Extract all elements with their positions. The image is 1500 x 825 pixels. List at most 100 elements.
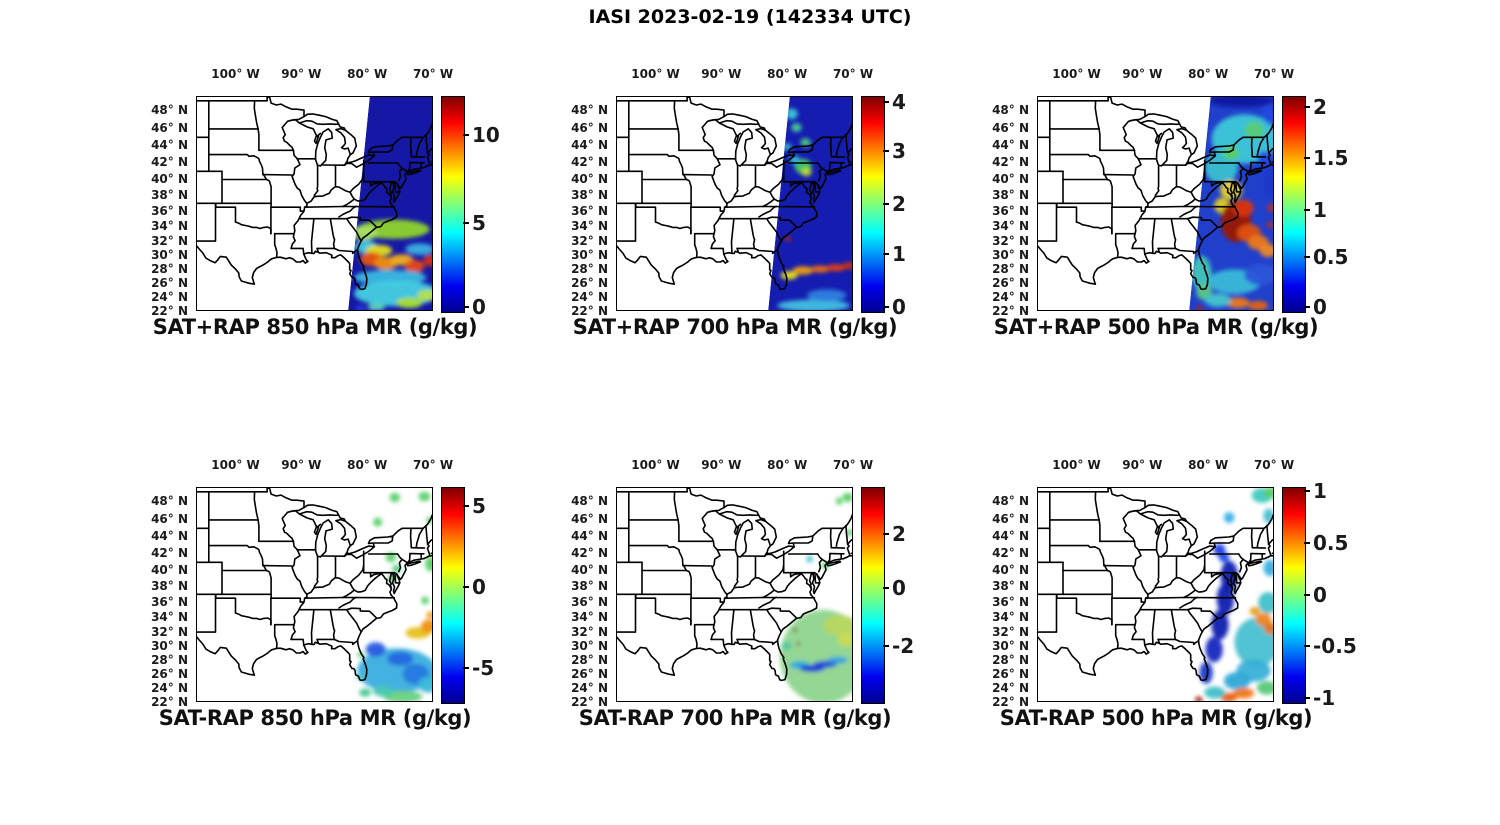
map-plot [1037, 96, 1274, 311]
lat-tick-label: 44° N [571, 138, 608, 153]
colorbar-tick [463, 133, 469, 136]
colorbar-tick [1304, 593, 1310, 596]
lat-tick-label: 24° N [571, 680, 608, 695]
colorbar-tick [1304, 105, 1310, 108]
lon-tick-label: 90° W [1122, 458, 1163, 472]
lat-tick-label: 48° N [992, 102, 1029, 117]
colorbar-tick-label: 0 [1313, 582, 1327, 607]
colorbar-tick-label: 3 [892, 138, 906, 163]
colorbar [1282, 487, 1306, 704]
lat-tick-label: 46° N [992, 511, 1029, 526]
lat-tick-label: 46° N [151, 511, 188, 526]
map-plot [196, 487, 433, 702]
lat-tick-label: 38° N [151, 578, 188, 593]
lat-tick-label: 22° N [571, 303, 608, 318]
lat-tick-label: 34° N [992, 609, 1029, 624]
lon-tick-label: 70° W [832, 458, 874, 472]
colorbar-tick-label: -0.5 [1313, 634, 1357, 659]
colorbar-tick-label: 1.5 [1313, 146, 1349, 171]
lat-tick-label: 46° N [151, 120, 188, 135]
lat-tick-label: 44° N [992, 529, 1029, 544]
lon-tick-label: 90° W [1122, 67, 1163, 81]
colorbar-tick-label: 1 [1313, 197, 1327, 222]
state-boundaries [196, 487, 433, 682]
lat-tick-label: 28° N [571, 262, 608, 277]
lat-tick-label: 36° N [151, 203, 188, 218]
colorbar-tick [883, 253, 889, 256]
panel-title: SAT-RAP 500 hPa MR (g/kg) [999, 706, 1313, 730]
lat-tick-label: 24° N [992, 680, 1029, 695]
colorbar-tick-label: 0.5 [1313, 530, 1349, 555]
lat-tick-label: 40° N [992, 562, 1029, 577]
lon-tick-label: 90° W [281, 67, 322, 81]
colorbar-tick [1304, 208, 1310, 211]
data-swath [356, 491, 433, 702]
colorbar-tick-label: -5 [472, 655, 495, 680]
lat-tick-label: 34° N [151, 609, 188, 624]
lon-tick-label: 80° W [767, 67, 808, 81]
lat-tick-label: 48° N [151, 102, 188, 117]
lat-tick-label: 34° N [571, 218, 608, 233]
lat-tick-label: 42° N [992, 155, 1029, 170]
colorbar-tick-label: 5 [472, 210, 486, 235]
lat-tick-label: 22° N [992, 303, 1029, 318]
map-plot [196, 96, 433, 311]
lat-tick-label: 24° N [151, 680, 188, 695]
panel-title: SAT-RAP 700 hPa MR (g/kg) [578, 706, 892, 730]
panel-title: SAT-RAP 850 hPa MR (g/kg) [158, 706, 472, 730]
lat-tick-label: 32° N [571, 624, 608, 639]
lat-tick-label: 42° N [151, 546, 188, 561]
lat-tick-label: 32° N [151, 233, 188, 248]
lat-tick-label: 28° N [151, 653, 188, 668]
lon-tick-label: 70° W [412, 458, 454, 472]
map-plot [616, 487, 853, 702]
colorbar-tick [463, 585, 469, 588]
lat-tick-label: 30° N [571, 639, 608, 654]
colorbar-tick-label: -2 [892, 634, 915, 659]
lat-tick-label: 26° N [571, 667, 608, 682]
data-swath [1195, 487, 1274, 702]
panel-sat-plus-rap-700: SAT+RAP 700 hPa MR (g/kg) 100° W 90° W 80°… [540, 56, 930, 358]
colorbar-tick-label: 4 [892, 90, 906, 115]
lat-tick-label: 46° N [571, 120, 608, 135]
lat-tick-label: 26° N [151, 276, 188, 291]
lat-tick-label: 42° N [571, 546, 608, 561]
colorbar [441, 487, 465, 704]
lon-tick-label: 80° W [347, 67, 388, 81]
panel-title: SAT+RAP 700 hPa MR (g/kg) [572, 315, 898, 339]
lat-tick-label: 32° N [571, 233, 608, 248]
lon-tick-label: 70° W [1253, 67, 1295, 81]
lon-tick-label: 80° W [1188, 458, 1229, 472]
lat-tick-label: 32° N [992, 624, 1029, 639]
lat-tick-label: 40° N [151, 562, 188, 577]
lat-tick-label: 24° N [571, 289, 608, 304]
lat-tick-label: 30° N [151, 248, 188, 263]
colorbar-tick [1304, 645, 1310, 648]
lat-tick-label: 40° N [992, 171, 1029, 186]
lon-tick-label: 80° W [1188, 67, 1229, 81]
lat-tick-label: 34° N [151, 218, 188, 233]
state-boundaries [616, 96, 853, 291]
lat-tick-label: 26° N [151, 667, 188, 682]
colorbar-tick [1304, 157, 1310, 160]
colorbar-tick [1304, 490, 1310, 493]
colorbar-tick-label: 2 [1313, 94, 1327, 119]
colorbar-tick [463, 221, 469, 224]
lat-tick-label: 40° N [571, 562, 608, 577]
lon-tick-label: 100° W [1052, 67, 1101, 81]
lat-tick-label: 48° N [571, 493, 608, 508]
panel-title: SAT+RAP 500 hPa MR (g/kg) [993, 315, 1319, 339]
colorbar [1282, 96, 1306, 313]
colorbar-tick [1304, 696, 1310, 699]
lon-tick-label: 90° W [701, 458, 742, 472]
lat-tick-label: 48° N [992, 493, 1029, 508]
lon-tick-label: 100° W [631, 67, 680, 81]
lon-tick-label: 70° W [412, 67, 454, 81]
lon-tick-label: 100° W [631, 458, 680, 472]
lat-tick-label: 28° N [992, 653, 1029, 668]
state-boundaries [196, 96, 433, 291]
state-boundaries [1037, 487, 1274, 682]
lat-tick-label: 30° N [151, 639, 188, 654]
lat-tick-label: 24° N [992, 289, 1029, 304]
